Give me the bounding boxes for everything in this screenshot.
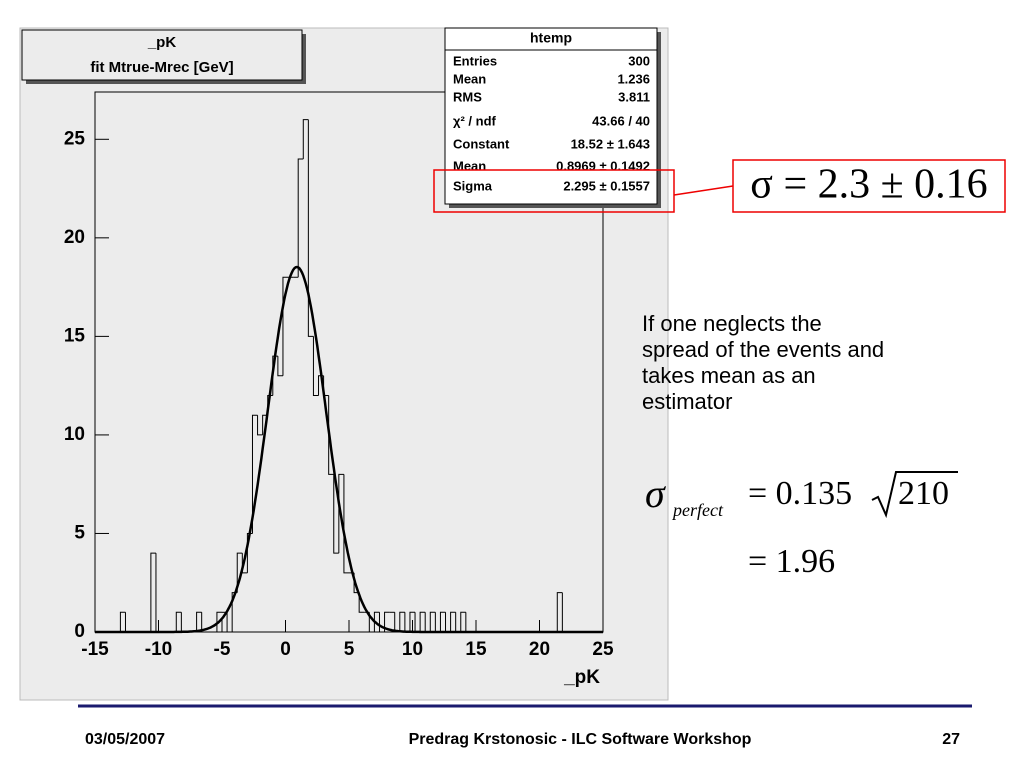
stats-rows: Entries 300 Mean 1.236 RMS 3.811 χ² / ndf 43.66… [453,53,650,193]
formula-subscript: perfect [671,500,724,520]
histogram-bin [236,552,243,593]
note-line: estimator [642,389,732,414]
stats-value: 43.66 / 40 [592,113,650,128]
stats-value: 300 [628,53,650,68]
histogram-bin [257,415,263,436]
histogram-bin [399,611,405,632]
histogram-bin [439,611,446,632]
stats-value: 0.8969 ± 0.1492 [556,158,650,173]
histogram-bin [307,119,314,337]
histogram-bin [277,356,283,377]
y-tick-label: 15 [64,325,86,346]
histogram-bin [297,158,304,278]
x-axis-label: _pK [563,667,600,688]
histogram-bin [429,611,436,632]
plot: -15 -10 -5 0 5 10 15 20 25 0 5 10 15 20 25 _pK [64,119,614,688]
footer-date: 03/05/2007 [85,731,165,748]
y-tick-label: 10 [64,424,85,445]
histogram-bin [419,611,426,632]
title-box [21,29,303,81]
x-tick-label: 0 [280,639,291,660]
histogram-bin [556,592,563,632]
histogram-bin [333,474,339,554]
x-tick-label: 10 [402,639,423,660]
radical [871,471,958,519]
sigma-result: σ = 2.3 ± 0.16 [750,162,987,208]
title-line: fit Mtrue-Mrec [GeV] [90,59,233,76]
result-box [732,159,1006,213]
histogram-bin [373,611,380,632]
x-tick-label: -5 [214,639,231,660]
stats-value: 18.52 ± 1.643 [571,136,650,151]
note-line: If one neglects the [642,311,822,336]
stats-label: Sigma [453,178,493,193]
y-tick-label: 25 [64,128,86,149]
histogram-bin [343,474,349,574]
histogram-bin [251,414,258,534]
histogram-bin [216,611,222,632]
histogram-bin [460,611,466,632]
histogram-bin [384,611,390,632]
formula-symbol: σ [645,471,666,516]
footer-page: 27 [942,731,960,748]
title-line: _pK [147,34,177,51]
y-tick-label: 5 [74,522,85,543]
x-tick-label: 20 [529,639,550,660]
histogram-bin [150,552,156,632]
stats-label: RMS [453,89,482,104]
stats-label: Constant [453,136,510,151]
stats-label: Mean [453,158,486,173]
note-line: spread of the events and [642,337,884,362]
histogram-bin [450,611,456,632]
histogram-bin [201,612,207,633]
histogram-bin [338,473,344,554]
y-tick-label: 20 [64,227,85,248]
x-tick-label: 5 [344,639,355,660]
stats-title: htemp [530,30,572,46]
histogram-bin [358,592,365,613]
formula-rhs: = 0.135 [748,475,852,512]
x-tick-label: 25 [592,639,614,660]
connector [673,185,734,196]
x-tick-label: -10 [145,639,172,660]
stats-label: Entries [453,53,497,68]
formula-radicand: 210 [898,475,949,512]
note-line: takes mean as an [642,363,816,388]
formula-result: = 1.96 [748,543,835,580]
histogram-bin [175,611,182,632]
x-tick-label: -15 [81,639,109,660]
fit-curve [95,265,603,634]
stats-label: χ² / ndf [453,113,497,128]
stats-value: 1.236 [617,71,650,86]
footer-title: Predrag Krstonosic - ILC Software Worksh… [409,731,752,748]
y-tick-label: 0 [74,621,85,642]
histogram-bin [368,612,375,633]
histogram-bin [302,119,309,160]
histogram-bin [196,611,202,632]
stats-label: Mean [453,71,486,86]
stats-box [444,27,658,205]
highlight-box [433,169,675,213]
histogram-bin [282,276,289,376]
histogram-bin [119,611,126,632]
histogram-bin [312,336,319,397]
histogram-bin [378,612,385,633]
x-tick-label: 15 [465,639,487,660]
histogram-bin [226,612,233,633]
histogram-bin [409,611,416,632]
stats-value: 3.811 [618,89,650,104]
stats-value: 2.295 ± 0.1557 [563,178,650,193]
